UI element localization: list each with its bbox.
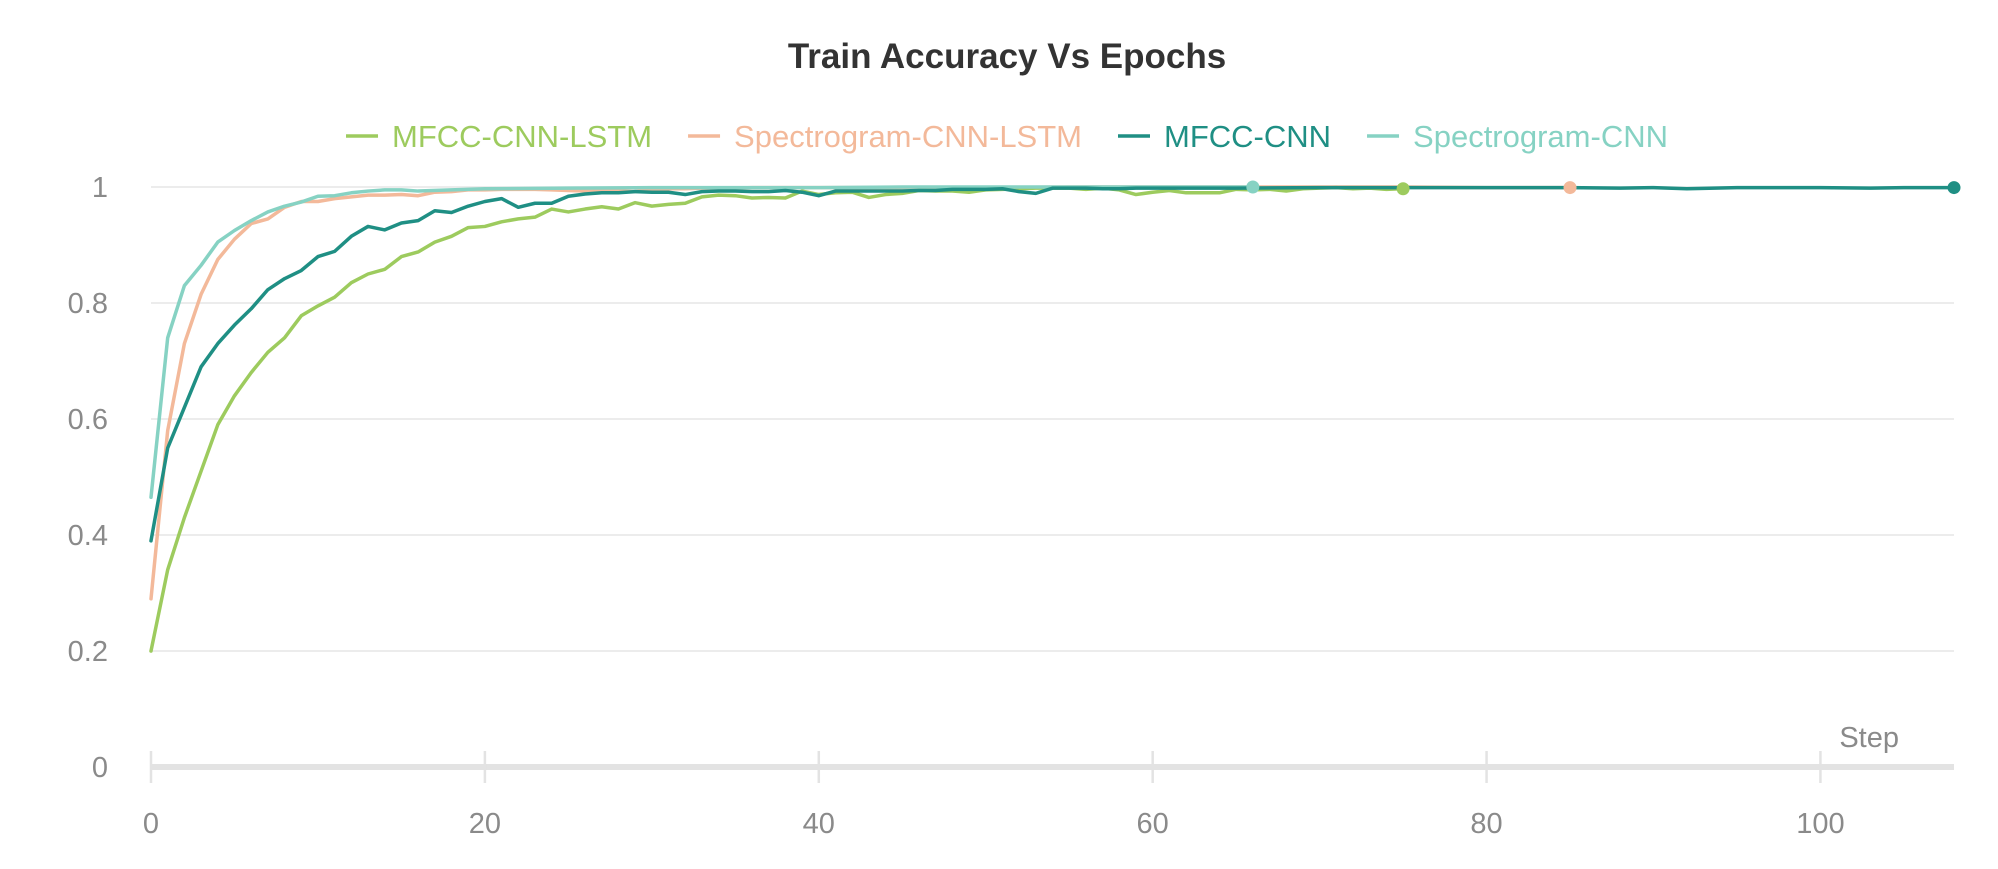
y-tick-label: 0.4 [68,520,108,552]
series-end-point-mfcc-cnn [1947,181,1961,195]
y-axis: 0 0.2 0.4 0.6 0.8 1 [68,172,108,784]
x-axis: 0 20 40 60 80 100 [143,751,1954,840]
y-tick-label: 1 [92,172,108,204]
series-line-spectrogram-cnn [149,185,1255,500]
x-tick-label: 60 [1137,808,1169,840]
grid [151,186,1954,652]
legend-label: Spectrogram-CNN [1413,119,1668,154]
y-tick-label: 0.8 [68,288,108,320]
series-line-mfcc-cnn [149,185,1956,543]
x-tick-label: 80 [1470,808,1502,840]
series-line-mfcc-cnn-lstm [149,185,1405,653]
legend-item-spectrogram-cnn[interactable]: Spectrogram-CNN [1367,119,1668,154]
x-tick-label: 100 [1796,808,1844,840]
chart-title: Train Accuracy Vs Epochs [788,37,1226,76]
y-tick-label: 0.2 [68,636,108,668]
series-layer [149,180,1961,653]
series-line-spectrogram-cnn-lstm [149,185,1572,601]
legend-label: Spectrogram-CNN-LSTM [734,119,1082,154]
legend-item-spectrogram-cnn-lstm[interactable]: Spectrogram-CNN-LSTM [688,119,1082,154]
x-tick-label: 40 [803,808,835,840]
series-end-point-spectrogram-cnn-lstm [1563,181,1577,195]
y-tick-label: 0.6 [68,404,108,436]
legend-item-mfcc-cnn-lstm[interactable]: MFCC-CNN-LSTM [346,119,652,154]
legend-label: MFCC-CNN [1164,119,1331,154]
series-end-point-mfcc-cnn-lstm [1396,182,1410,196]
legend-item-mfcc-cnn[interactable]: MFCC-CNN [1118,119,1331,154]
legend: MFCC-CNN-LSTM Spectrogram-CNN-LSTM MFCC-CN… [346,119,1668,154]
series-end-point-spectrogram-cnn [1246,180,1260,194]
y-tick-label: 0 [92,752,108,784]
x-tick-label: 20 [469,808,501,840]
x-tick-label: 0 [143,808,159,840]
x-axis-label: Step [1839,722,1899,754]
legend-label: MFCC-CNN-LSTM [392,119,652,154]
